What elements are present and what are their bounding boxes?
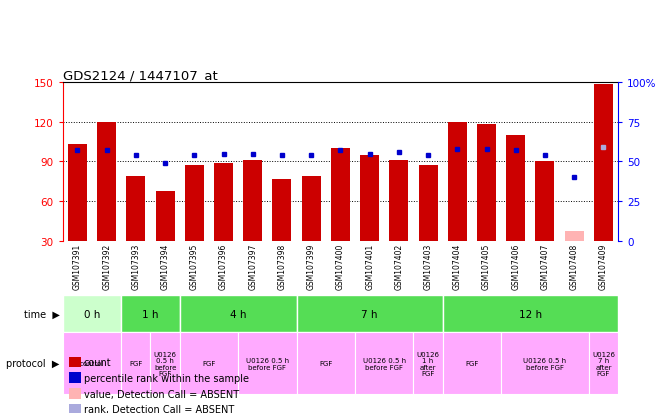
Text: time  ▶: time ▶ xyxy=(24,309,59,319)
Text: GSM107409: GSM107409 xyxy=(599,243,608,290)
Text: GSM107401: GSM107401 xyxy=(365,243,374,290)
Text: 1 h: 1 h xyxy=(142,309,159,319)
Text: GSM107404: GSM107404 xyxy=(453,243,462,290)
Text: protocol  ▶: protocol ▶ xyxy=(6,358,59,368)
Bar xyxy=(68,145,87,242)
Text: GSM107391: GSM107391 xyxy=(73,243,82,290)
Bar xyxy=(360,155,379,242)
Bar xyxy=(355,332,414,394)
Bar xyxy=(272,179,292,242)
Bar xyxy=(297,295,443,332)
Text: GSM107398: GSM107398 xyxy=(278,243,286,290)
Text: U0126 0.5 h
before FGF: U0126 0.5 h before FGF xyxy=(246,357,289,370)
Text: GSM107397: GSM107397 xyxy=(249,243,257,290)
Text: GSM107400: GSM107400 xyxy=(336,243,345,290)
Bar xyxy=(331,149,350,242)
Bar xyxy=(443,295,618,332)
Text: U0126 0.5 h
before FGF: U0126 0.5 h before FGF xyxy=(363,357,406,370)
Bar xyxy=(443,332,501,394)
Bar xyxy=(447,122,467,242)
Text: FGF: FGF xyxy=(202,361,215,366)
Bar xyxy=(180,295,297,332)
Bar xyxy=(301,177,321,242)
Text: control: control xyxy=(80,361,104,366)
Bar xyxy=(418,166,438,242)
Text: count: count xyxy=(84,357,112,367)
Bar xyxy=(297,332,355,394)
Text: GSM107395: GSM107395 xyxy=(190,243,199,290)
Bar xyxy=(126,177,145,242)
Text: 0 h: 0 h xyxy=(84,309,100,319)
Bar xyxy=(414,332,443,394)
Bar xyxy=(180,332,238,394)
Text: GSM107405: GSM107405 xyxy=(482,243,491,290)
Text: GSM107406: GSM107406 xyxy=(511,243,520,290)
Text: GSM107403: GSM107403 xyxy=(424,243,432,290)
Bar xyxy=(185,166,204,242)
Text: GSM107408: GSM107408 xyxy=(570,243,578,290)
Bar xyxy=(63,332,121,394)
Bar xyxy=(155,191,175,242)
Text: value, Detection Call = ABSENT: value, Detection Call = ABSENT xyxy=(84,389,239,399)
Text: GSM107393: GSM107393 xyxy=(132,243,140,290)
Text: GSM107399: GSM107399 xyxy=(307,243,316,290)
Bar xyxy=(389,161,408,242)
Text: FGF: FGF xyxy=(319,361,332,366)
Bar xyxy=(506,135,525,242)
Bar xyxy=(97,122,116,242)
Text: percentile rank within the sample: percentile rank within the sample xyxy=(84,373,249,383)
Text: U0126 0.5 h
before FGF: U0126 0.5 h before FGF xyxy=(524,357,566,370)
Bar xyxy=(535,162,555,242)
Text: GSM107394: GSM107394 xyxy=(161,243,170,290)
Bar xyxy=(121,295,180,332)
Text: FGF: FGF xyxy=(465,361,479,366)
Text: U0126
7 h
after
FGF: U0126 7 h after FGF xyxy=(592,351,615,376)
Text: GSM107402: GSM107402 xyxy=(395,243,403,290)
Text: U0126
0.5 h
before
FGF: U0126 0.5 h before FGF xyxy=(153,351,176,376)
Bar xyxy=(501,332,589,394)
Bar xyxy=(594,85,613,242)
Text: GDS2124 / 1447107_at: GDS2124 / 1447107_at xyxy=(63,69,217,81)
Text: GSM107407: GSM107407 xyxy=(541,243,549,290)
Text: 12 h: 12 h xyxy=(519,309,542,319)
Text: 4 h: 4 h xyxy=(230,309,247,319)
Bar xyxy=(243,161,262,242)
Text: rank, Detection Call = ABSENT: rank, Detection Call = ABSENT xyxy=(84,404,234,413)
Bar xyxy=(589,332,618,394)
Bar xyxy=(477,125,496,242)
Text: FGF: FGF xyxy=(129,361,143,366)
Bar xyxy=(238,332,297,394)
Bar xyxy=(151,332,180,394)
Text: GSM107392: GSM107392 xyxy=(102,243,111,290)
Bar xyxy=(121,332,151,394)
Bar xyxy=(564,231,584,242)
Text: GSM107396: GSM107396 xyxy=(219,243,228,290)
Text: 7 h: 7 h xyxy=(362,309,378,319)
Bar xyxy=(63,295,121,332)
Bar xyxy=(214,164,233,242)
Text: U0126
1 h
after
FGF: U0126 1 h after FGF xyxy=(416,351,440,376)
